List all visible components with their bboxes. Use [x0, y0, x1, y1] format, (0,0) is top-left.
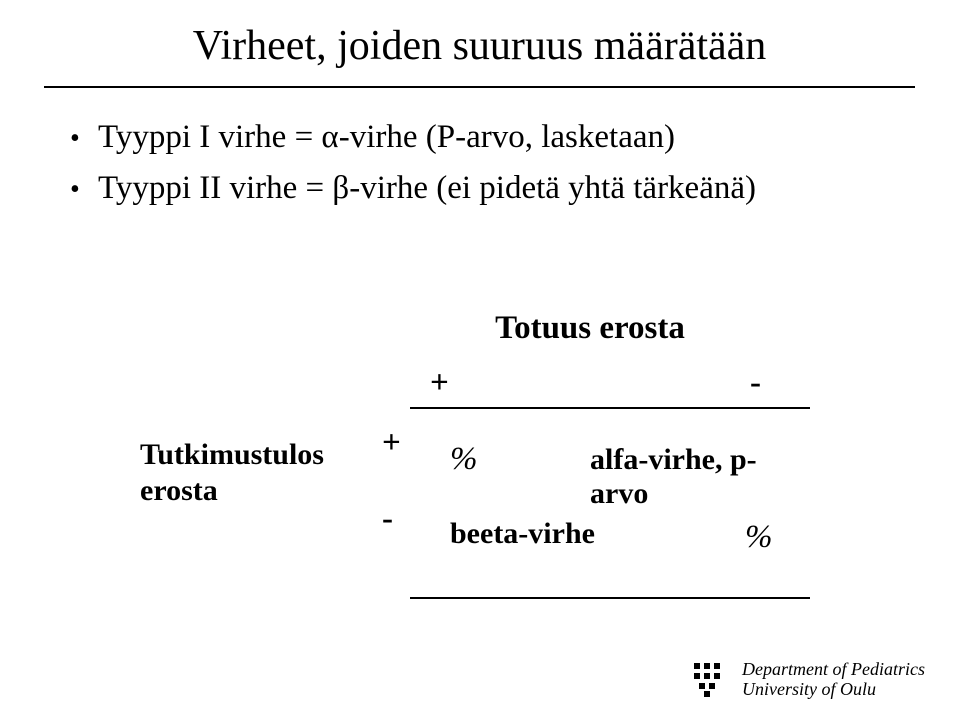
header-underline: [410, 407, 810, 409]
footer-text: Department of Pediatrics University of O…: [742, 659, 925, 700]
table-bottom-line: [410, 597, 810, 599]
truth-table: Totuus erosta + - Tutkimustulos erosta +…: [150, 310, 810, 573]
row-plus-label: +: [382, 425, 401, 462]
bullet-item: • Tyyppi I virhe = α-virhe (P-arvo, lask…: [70, 112, 756, 163]
cell-true-negative: %: [745, 519, 773, 556]
bullet-item: • Tyyppi II virhe = β-virhe (ei pidetä y…: [70, 163, 756, 214]
table-row: + % alfa-virhe, p-arvo: [150, 421, 810, 497]
bullet-dot-icon: •: [70, 117, 98, 160]
university-logo-icon: [690, 659, 730, 699]
table-row: - beeta-virhe %: [150, 497, 810, 573]
bullet-text: Tyyppi II virhe = β-virhe (ei pidetä yht…: [98, 163, 756, 214]
col-minus-label: -: [750, 365, 761, 402]
table-body: Tutkimustulos erosta + % alfa-virhe, p-a…: [150, 421, 810, 573]
bullet-text: Tyyppi I virhe = α-virhe (P-arvo, lasket…: [98, 112, 675, 163]
slide: Virheet, joiden suuruus määrätään • Tyyp…: [0, 0, 959, 720]
slide-title: Virheet, joiden suuruus määrätään: [0, 22, 959, 70]
footer: Department of Pediatrics University of O…: [690, 659, 925, 700]
row-minus-label: -: [382, 501, 393, 538]
footer-line1: Department of Pediatrics: [742, 659, 925, 679]
bullet-dot-icon: •: [70, 168, 98, 211]
table-column-header: Totuus erosta: [370, 310, 810, 347]
title-underline: [44, 86, 915, 88]
table-header-row: + -: [150, 365, 810, 415]
bullet-list: • Tyyppi I virhe = α-virhe (P-arvo, lask…: [70, 112, 756, 214]
col-plus-label: +: [430, 365, 449, 402]
cell-true-positive: %: [450, 441, 478, 478]
cell-beta-error: beeta-virhe: [450, 517, 595, 551]
footer-line2: University of Oulu: [742, 679, 876, 699]
